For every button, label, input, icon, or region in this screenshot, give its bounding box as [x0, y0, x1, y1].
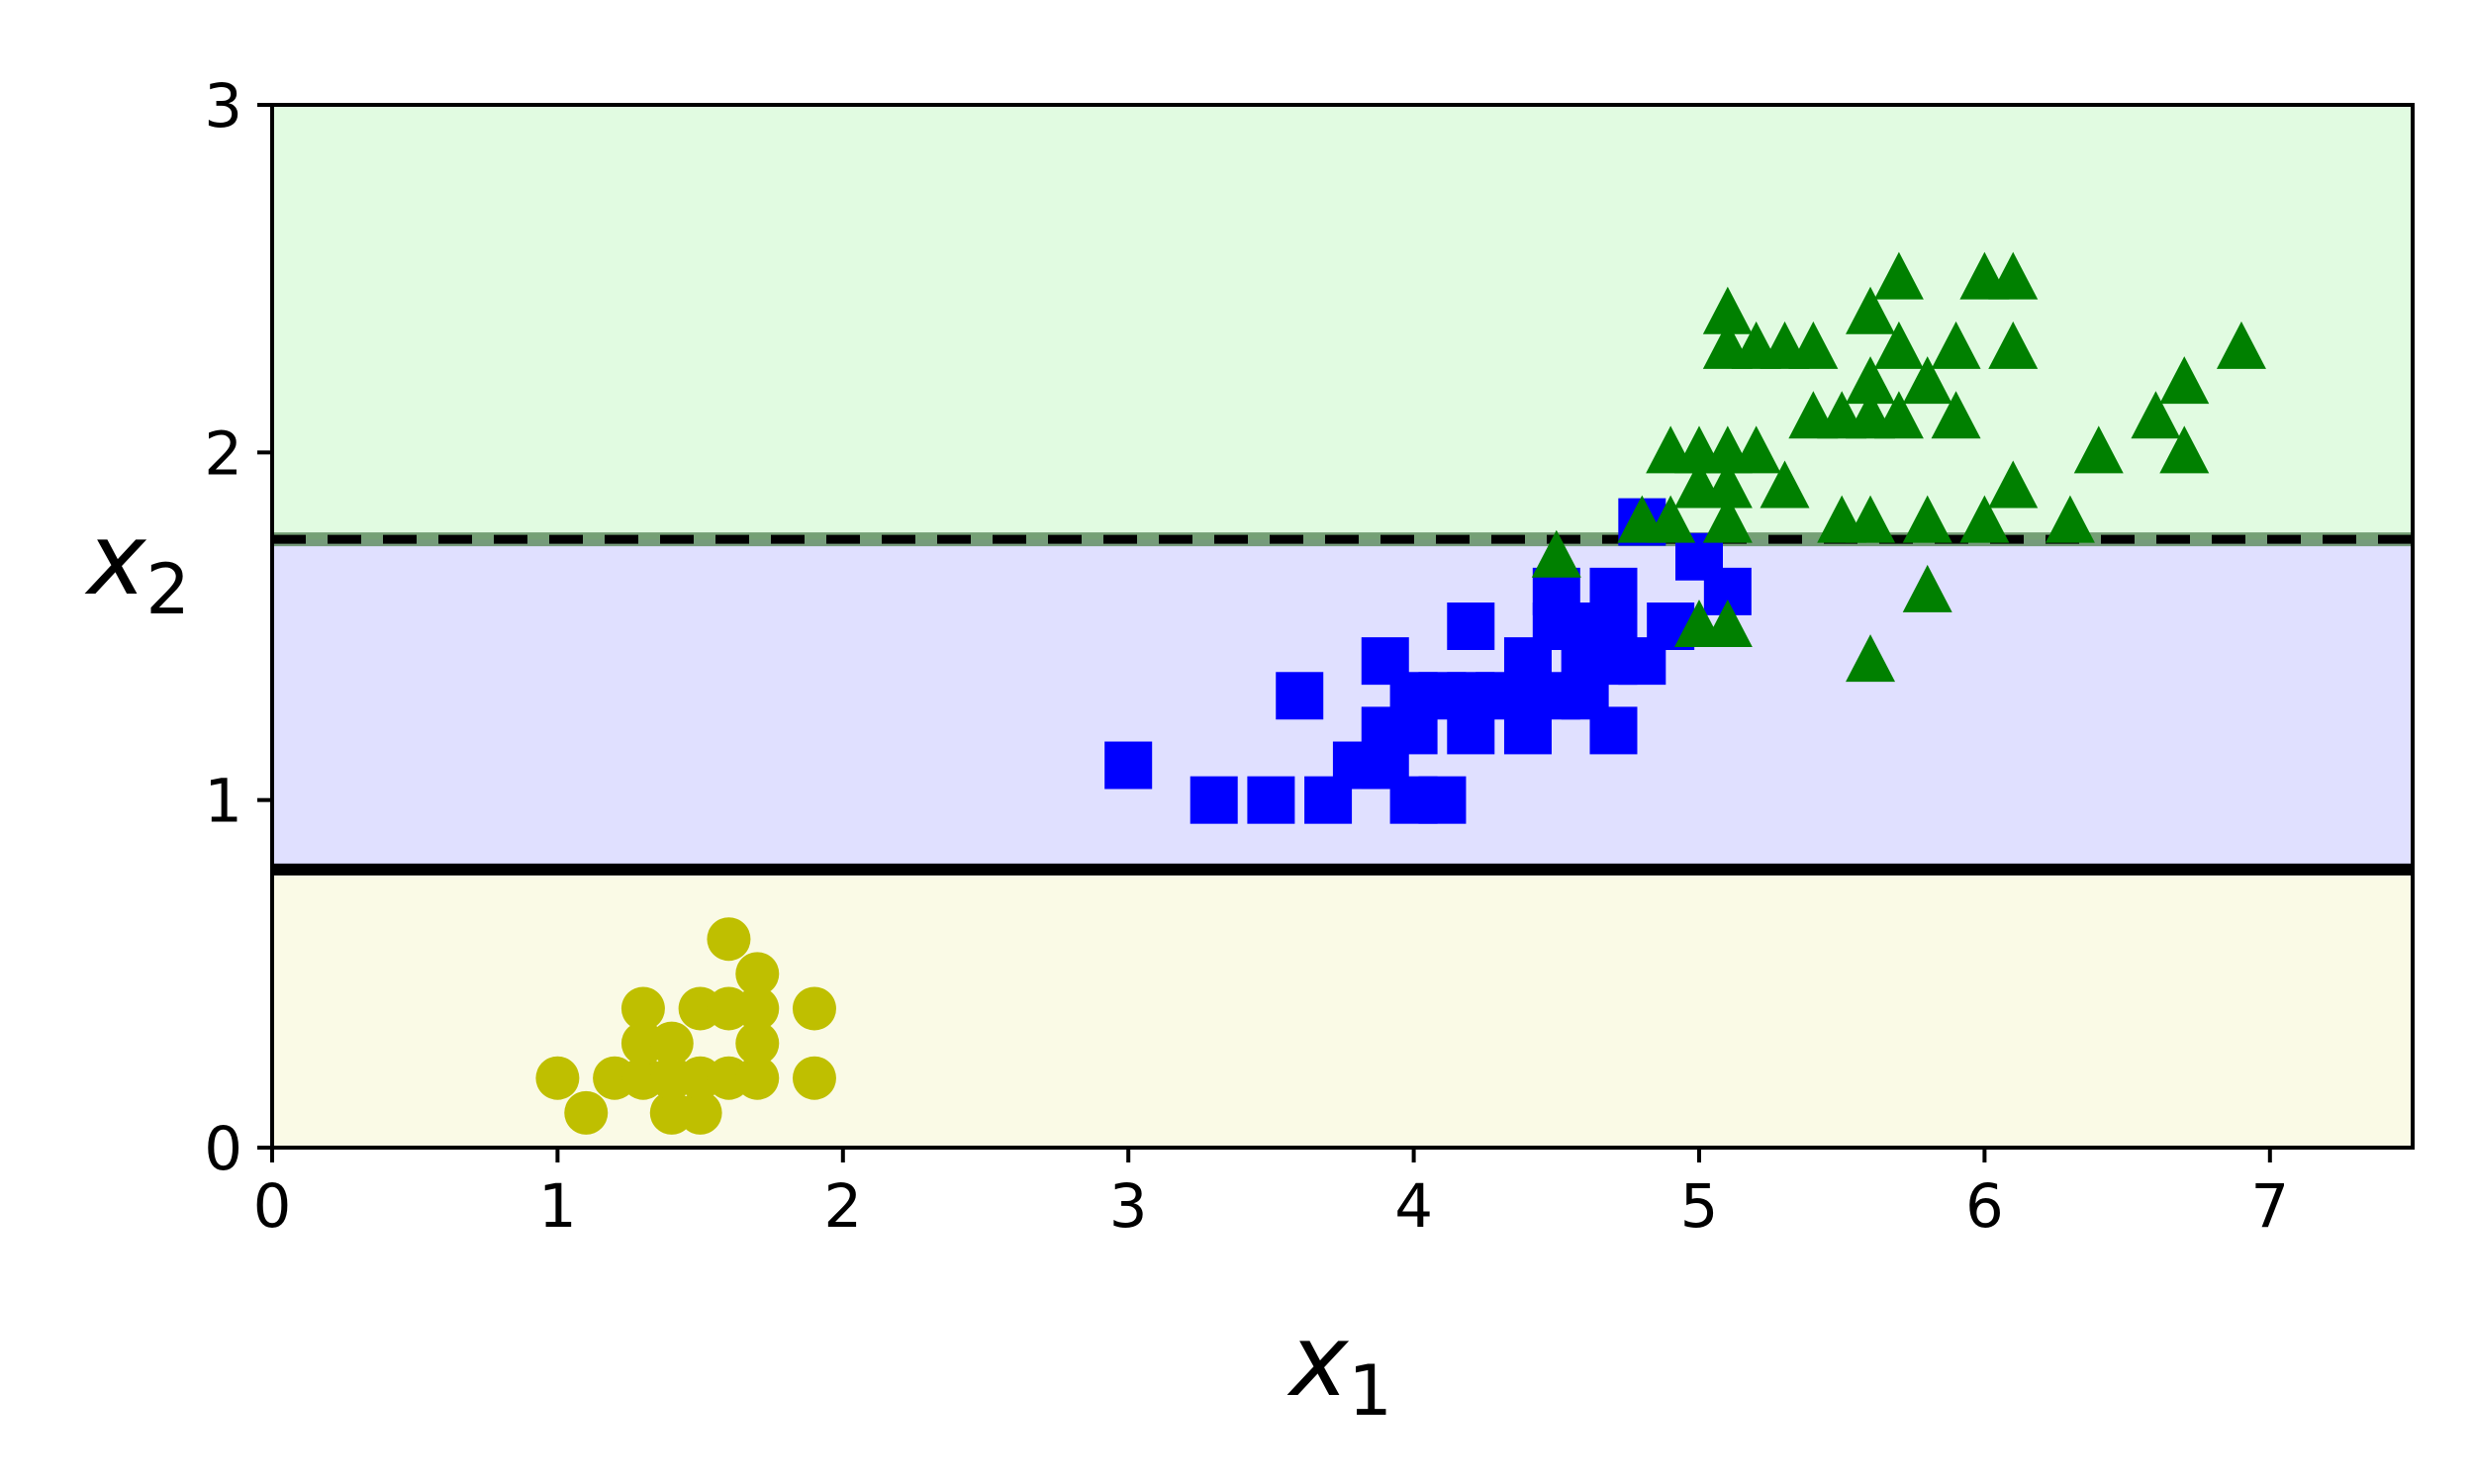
point-square-1 [1189, 776, 1238, 824]
point-square-3 [1276, 672, 1324, 720]
point-triangle-28 [1873, 251, 1924, 300]
point-triangle-43 [2159, 356, 2210, 405]
point-circle-14 [707, 917, 751, 962]
point-circle-19 [792, 1056, 836, 1100]
x-tick-label-2: 2 [823, 1171, 862, 1242]
point-circle-17 [735, 986, 780, 1031]
point-triangle-40 [2073, 425, 2124, 474]
x-tick-label-1: 1 [538, 1171, 577, 1242]
point-triangle-37 [1988, 321, 2039, 369]
point-square-27 [1589, 706, 1638, 755]
x-axis-label-base: x [1286, 1303, 1350, 1419]
plot-frame [270, 103, 2415, 1150]
point-triangle-8 [1702, 495, 1753, 543]
x-axis-label: x1 [1286, 1303, 1392, 1432]
point-triangle-18 [1788, 321, 1839, 369]
y-axis-label: x2 [84, 502, 190, 630]
point-triangle-38 [1988, 251, 2039, 300]
point-square-12 [1418, 776, 1467, 824]
point-triangle-26 [1873, 391, 1924, 439]
point-circle-8 [649, 1021, 694, 1066]
point-triangle-44 [2216, 321, 2266, 369]
point-circle-16 [735, 1021, 780, 1066]
region-2 [272, 105, 2413, 540]
x-tick-label-6: 6 [1965, 1171, 2004, 1242]
x-tick-label-0: 0 [253, 1171, 292, 1242]
point-triangle-12 [1702, 286, 1753, 334]
y-axis-label-base: x [84, 502, 147, 617]
point-triangle-24 [1846, 356, 1896, 405]
y-axis-ticks: 0 1 2 3 [204, 71, 272, 1184]
y-axis-label-subscript: 2 [145, 549, 190, 630]
point-triangle-9 [1702, 460, 1753, 509]
point-triangle-41 [2131, 391, 2181, 439]
x-tick-label-7: 7 [2250, 1171, 2289, 1242]
point-triangle-13 [1731, 425, 1781, 474]
point-triangle-15 [1760, 460, 1810, 509]
point-triangle-21 [1846, 634, 1896, 683]
point-square-0 [1104, 741, 1153, 789]
point-circle-5 [620, 986, 665, 1031]
y-tick-label-1: 1 [204, 767, 242, 837]
y-tick-label-3: 3 [204, 71, 242, 141]
point-square-2 [1247, 776, 1295, 824]
point-triangle-7 [1702, 600, 1753, 647]
point-triangle-0 [1531, 529, 1581, 578]
x-axis-label-subscript: 1 [1348, 1350, 1392, 1432]
point-circle-9 [678, 1090, 722, 1135]
point-square-16 [1447, 603, 1495, 650]
point-circle-0 [535, 1056, 580, 1100]
y-tick-label-2: 2 [204, 418, 242, 489]
point-square-30 [1589, 567, 1638, 615]
point-circle-1 [564, 1090, 609, 1135]
point-triangle-42 [2159, 425, 2210, 474]
point-triangle-39 [2045, 495, 2095, 543]
point-triangle-34 [1959, 495, 2010, 543]
y-tick-label-0: 0 [204, 1114, 242, 1184]
point-triangle-33 [1931, 321, 1981, 369]
point-triangle-36 [1988, 460, 2039, 509]
x-axis-ticks: 0 1 2 3 4 5 6 7 [253, 1148, 2289, 1242]
x-tick-label-5: 5 [1680, 1171, 1719, 1242]
point-triangle-27 [1873, 321, 1924, 369]
point-circle-18 [735, 952, 780, 996]
point-triangle-29 [1902, 564, 1952, 612]
data-points [535, 251, 2266, 1135]
point-circle-20 [792, 986, 836, 1031]
point-triangle-22 [1846, 495, 1896, 543]
point-triangle-31 [1902, 356, 1952, 405]
point-triangle-25 [1846, 286, 1896, 334]
x-tick-label-4: 4 [1394, 1171, 1433, 1242]
point-triangle-30 [1902, 495, 1952, 543]
point-triangle-2 [1646, 495, 1696, 543]
decision-regions [272, 105, 2413, 1148]
point-circle-15 [735, 1056, 780, 1100]
point-triangle-32 [1931, 391, 1981, 439]
x-tick-label-3: 3 [1109, 1171, 1148, 1242]
